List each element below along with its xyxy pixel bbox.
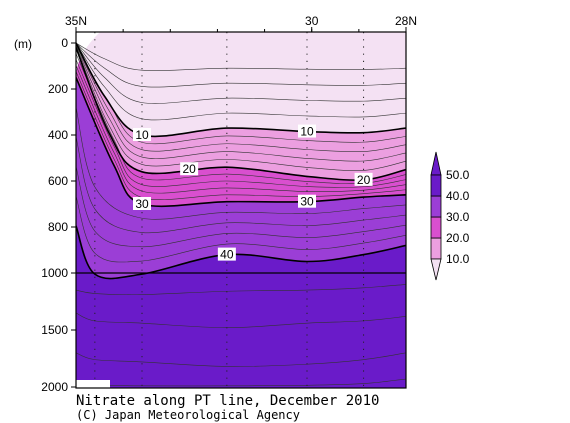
thin-contour: [76, 59, 406, 188]
colorbar-label: 20.0: [446, 231, 470, 245]
colorbar-bottom-triangle: [430, 258, 442, 281]
colorbar-label: 10.0: [446, 252, 470, 266]
contour-label-10: 10: [300, 125, 314, 139]
contour-label-bg: [217, 247, 236, 261]
colorbar-segment: [430, 195, 442, 218]
thin-contour: [76, 71, 406, 200]
filled-contour-bands: [76, 32, 406, 388]
contour-label-bg: [133, 197, 151, 210]
x-tick-label: 35N: [65, 14, 87, 28]
colorbar-top-triangle: [430, 151, 442, 176]
thin-contour: [76, 46, 406, 171]
contour-label-bg: [298, 194, 316, 208]
y-tick-label: 800: [48, 220, 68, 234]
thin-contour: [76, 42, 406, 104]
colorbar-label: 40.0: [446, 189, 470, 203]
y-unit-label: (m): [14, 37, 32, 51]
credit-text: (C) Japan Meteorological Agency: [76, 408, 300, 422]
x-axis: 35N 30 28N: [65, 14, 417, 32]
y-tick-label: 0: [61, 36, 68, 50]
x-tick-label: 28N: [395, 14, 417, 28]
y-tick-label: 200: [48, 82, 68, 96]
thin-contour: [76, 42, 406, 121]
colorbar-label: 50.0: [446, 168, 470, 182]
contour-label-20: 20: [182, 162, 196, 176]
plot-frame: [75, 31, 407, 389]
y-axis: 0 200 400 600 800 1000 1500 2000: [41, 36, 76, 394]
contour-10: [76, 42, 406, 138]
contour-label-bg: [180, 162, 199, 176]
y-tick-label: 600: [48, 174, 68, 188]
thin-contour: [76, 196, 406, 263]
contour-label-20: 20: [357, 173, 371, 187]
contour-label-30: 30: [300, 195, 314, 209]
colorbar: 10.0 20.0 30.0 40.0 50.0: [430, 151, 470, 281]
x-tick-label: 30: [305, 14, 319, 28]
thin-contour: [76, 45, 406, 162]
contour-labels: 10 10 20 20 30 30 40: [133, 124, 373, 262]
thin-contour: [76, 65, 406, 194]
band-below-10: [76, 32, 406, 137]
no-data-bar: [76, 380, 110, 388]
y-tick-label: 2000: [41, 380, 68, 394]
surface-gap: [76, 32, 100, 73]
y-tick-label: 1500: [41, 323, 68, 337]
colorbar-segment: [430, 174, 442, 197]
thin-contour: [76, 166, 406, 248]
contour-label-40: 40: [220, 248, 234, 262]
chart-title: Nitrate along PT line, December 2010: [76, 393, 379, 409]
contour-30: [76, 77, 406, 208]
contour-label-bg: [298, 124, 316, 138]
contour-label-bg: [354, 172, 373, 186]
y-tick-label: 400: [48, 128, 68, 142]
colorbar-segment: [430, 216, 442, 239]
colorbar-segment: [430, 237, 442, 260]
contour-label-30: 30: [135, 197, 149, 211]
deep-thin-contour: [76, 352, 406, 367]
thin-contour-lines: [76, 42, 406, 387]
y-tick-label: 1000: [41, 266, 68, 280]
contour-label-10: 10: [135, 128, 149, 142]
colorbar-label: 30.0: [446, 210, 470, 224]
contour-label-bg: [133, 128, 151, 141]
thin-contour: [76, 44, 406, 153]
thin-contour: [76, 107, 406, 220]
